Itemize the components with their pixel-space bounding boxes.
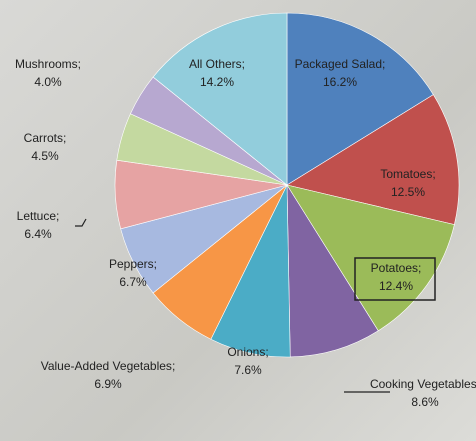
highlight-box: [354, 257, 436, 301]
category-label: Carrots: [24, 131, 63, 145]
data-label: Onions; 7.6%: [227, 345, 268, 377]
separator: ;: [78, 57, 81, 71]
separator: ;: [154, 257, 157, 271]
data-label: Carrots; 4.5%: [24, 131, 67, 163]
category-label: Value-Added Vegetables: [41, 359, 172, 373]
data-label: All Others; 14.2%: [189, 57, 245, 89]
data-label: Value-Added Vegetables; 6.9%: [41, 359, 176, 391]
data-label: Lettuce; 6.4%: [17, 209, 60, 241]
category-label: Onions: [227, 345, 265, 359]
value-label: 16.2%: [323, 75, 357, 89]
category-label: Cooking Vegetables: [370, 377, 476, 391]
leader-line: [75, 218, 87, 227]
value-label: 4.0%: [34, 75, 62, 89]
value-label: 7.6%: [234, 363, 262, 377]
category-label: Mushrooms: [15, 57, 78, 71]
separator: ;: [418, 261, 421, 275]
value-label: 14.2%: [200, 75, 234, 89]
separator: ;: [242, 57, 245, 71]
slice: [286, 183, 379, 358]
category-label: All Others: [189, 57, 242, 71]
value-label: 4.5%: [31, 149, 59, 163]
separator: ;: [432, 167, 435, 181]
value-label: 6.7%: [119, 275, 147, 289]
data-label: Cooking Vegetables;8.6%: [370, 377, 476, 409]
slice: [286, 12, 434, 186]
data-label: Tomatoes; 12.5%: [380, 167, 435, 199]
data-label: Mushrooms; 4.0%: [15, 57, 81, 89]
separator: ;: [56, 209, 59, 223]
data-label: Peppers; 6.7%: [109, 257, 157, 289]
data-label: Packaged Salad; 16.2%: [295, 57, 386, 89]
slice: [286, 94, 460, 225]
value-label: 6.9%: [94, 377, 122, 391]
pie: [114, 12, 460, 358]
category-label: Peppers: [109, 257, 154, 271]
category-label: Packaged Salad: [295, 57, 382, 71]
slice: [152, 12, 288, 186]
category-label: Tomatoes: [380, 167, 432, 181]
separator: ;: [63, 131, 66, 145]
value-label: 12.4%: [379, 279, 413, 293]
separator: ;: [382, 57, 385, 71]
data-label: Potatoes; 12.4%: [371, 261, 422, 293]
category-label: Lettuce: [17, 209, 57, 223]
separator: ;: [172, 359, 175, 373]
value-label: 6.4%: [24, 227, 52, 241]
separator: ;: [265, 345, 268, 359]
value-label: 8.6%: [411, 395, 439, 409]
labels: Packaged Salad; 16.2% Tomatoes; 12.5% Potato…: [15, 57, 476, 409]
category-label: Potatoes: [371, 261, 418, 275]
value-label: 12.5%: [391, 185, 425, 199]
